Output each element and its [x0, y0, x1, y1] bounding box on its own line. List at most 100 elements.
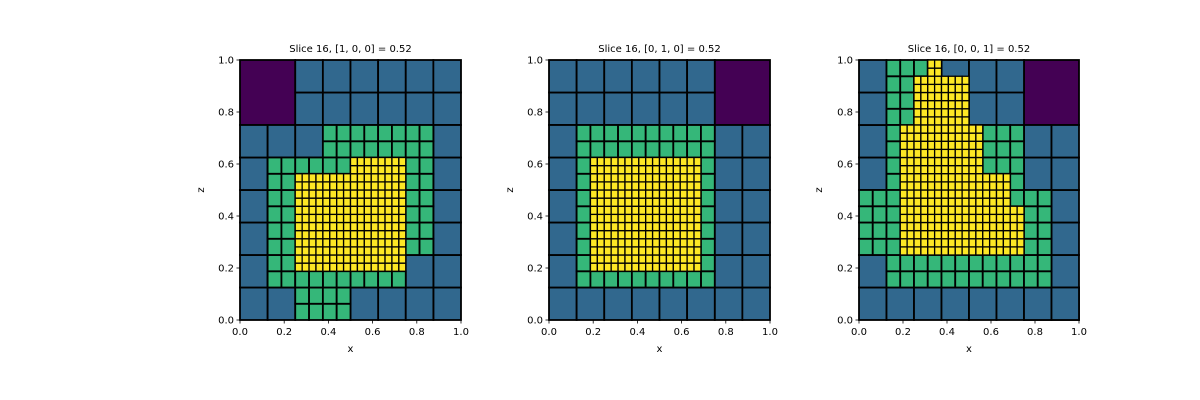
grid-cell — [858, 205, 874, 224]
grid-cell — [686, 213, 695, 224]
grid-cell — [933, 116, 943, 126]
grid-cell — [596, 156, 605, 167]
grid-cell — [377, 156, 386, 167]
grid-cell — [906, 140, 915, 151]
grid-cell — [391, 173, 400, 183]
grid-cell — [933, 181, 943, 191]
subplot-3: Slice 16, [0, 0, 1] = 0.52 0.0 0.2 0.4 0.6 0… — [814, 44, 1087, 355]
grid-cell — [899, 132, 908, 142]
grid-cell — [954, 148, 963, 159]
grid-cell — [1009, 229, 1018, 240]
grid-cell — [913, 173, 922, 183]
grid-cell — [651, 173, 661, 183]
grid-cell — [1050, 221, 1080, 256]
grid-cell — [995, 197, 1005, 207]
grid-cell — [617, 156, 626, 167]
grid-cell — [913, 246, 922, 256]
grid-cell — [920, 181, 929, 191]
grid-cell — [927, 132, 936, 142]
grid-cell — [363, 270, 380, 289]
grid-cell — [885, 75, 902, 94]
grid-cell — [349, 173, 359, 183]
grid-cell — [589, 229, 598, 240]
grid-cell — [294, 189, 303, 199]
grid-cell — [624, 189, 633, 199]
grid-cell — [961, 75, 970, 86]
grid-cell — [954, 132, 963, 142]
grid-cell — [927, 197, 936, 207]
grid-cell — [432, 124, 462, 159]
grid-cell — [927, 59, 936, 69]
grid-cell — [391, 238, 400, 248]
grid-cell — [968, 197, 977, 207]
grid-cell — [315, 197, 324, 207]
grid-cell — [913, 140, 922, 151]
grid-cell — [363, 205, 372, 216]
grid-cell — [617, 164, 626, 175]
grid-cell — [961, 229, 970, 240]
y-tick-label: 0.2 — [527, 264, 543, 275]
grid-cell — [982, 238, 991, 248]
grid-cell — [947, 140, 956, 151]
grid-cell — [638, 173, 647, 183]
grid-cell — [630, 59, 661, 94]
grid-cell — [988, 189, 998, 199]
grid-cell — [700, 205, 716, 224]
grid-cell — [418, 140, 435, 159]
grid-cell — [575, 270, 592, 289]
grid-cell — [899, 238, 908, 248]
grid-cell — [342, 181, 352, 191]
y-tick-label: 0.8 — [218, 108, 234, 119]
grid-cell — [995, 286, 1025, 321]
grid-cell — [603, 221, 612, 232]
grid-cell — [947, 132, 956, 142]
grid-cell — [961, 164, 970, 175]
grid-cell — [645, 181, 654, 191]
y-tick-label: 0.4 — [527, 212, 543, 223]
grid-cell — [899, 254, 915, 273]
grid-cell — [968, 254, 984, 273]
grid-cell — [349, 254, 359, 264]
grid-cell — [686, 140, 702, 159]
grid-cell — [933, 108, 943, 118]
grid-cell — [335, 270, 352, 289]
grid-cell — [294, 59, 324, 94]
grid-cell — [686, 156, 695, 167]
grid-cell — [975, 238, 984, 248]
grid-cell — [899, 148, 908, 159]
grid-cell — [1023, 189, 1039, 208]
grid-cell — [342, 173, 352, 183]
grid-cell — [391, 156, 400, 167]
grid-cell — [280, 254, 297, 273]
grid-cell — [315, 262, 324, 272]
grid-cell — [301, 221, 310, 232]
grid-cell — [356, 205, 365, 216]
grid-cell — [391, 221, 400, 232]
grid-cell — [617, 221, 626, 232]
grid-cell — [631, 221, 640, 232]
grid-cell — [913, 91, 922, 102]
grid-cell — [968, 286, 998, 321]
grid-cell — [370, 238, 379, 248]
grid-cell — [933, 132, 943, 142]
grid-cell — [315, 213, 324, 224]
grid-cell — [294, 302, 310, 321]
grid-cell — [713, 124, 744, 159]
grid-cell — [913, 205, 922, 216]
grid-cell — [954, 140, 963, 151]
grid-cell — [631, 238, 640, 248]
grid-cell — [940, 148, 950, 159]
x-tick-label: 1.0 — [762, 327, 778, 338]
grid-cell — [404, 189, 421, 208]
grid-cell — [672, 213, 681, 224]
grid-cell — [906, 132, 915, 142]
grid-cell — [308, 213, 317, 224]
grid-cell — [713, 286, 744, 321]
grid-cell — [356, 197, 365, 207]
grid-cell — [927, 67, 936, 77]
grid-cell — [596, 238, 605, 248]
grid-cell — [899, 164, 908, 175]
grid-cell — [315, 173, 324, 183]
grid-cell — [294, 286, 310, 305]
grid-cell — [658, 238, 668, 248]
